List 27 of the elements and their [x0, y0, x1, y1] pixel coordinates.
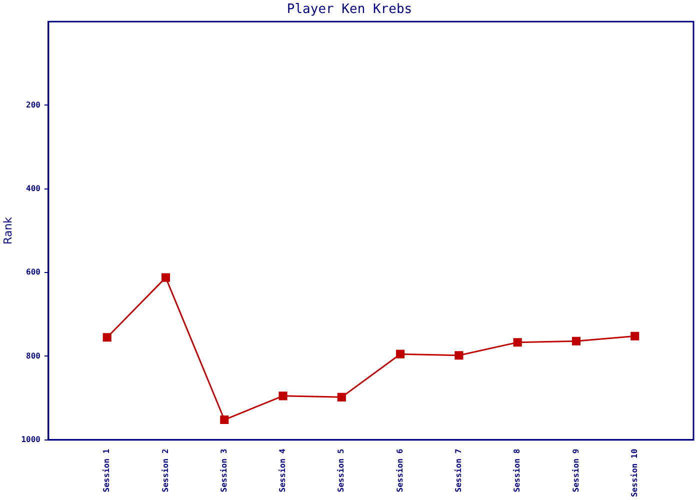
point: [337, 392, 346, 402]
point: [396, 350, 405, 358]
x-tick-label: Session 10: [630, 448, 639, 498]
y-tick-label: 800: [26, 351, 41, 360]
x-tick-label: Session 9: [571, 448, 580, 492]
point: [572, 336, 581, 346]
y-tick-label: 1000: [21, 434, 41, 444]
point: [220, 415, 229, 424]
y-tick-label: 200: [26, 100, 41, 110]
point: [513, 338, 522, 347]
point: [454, 351, 464, 360]
x-tick-label: Session 1: [102, 448, 112, 492]
x-tick-label: Session 3: [219, 448, 228, 492]
point: [102, 333, 112, 342]
x-tick-label: Session 5: [336, 448, 346, 492]
point: [161, 273, 170, 282]
x-tick-label: Session 4: [278, 448, 288, 492]
x-tick-label: Session 7: [454, 448, 464, 492]
point: [630, 332, 640, 340]
x-tick-label: Session 2: [160, 448, 170, 492]
x-tick-label: Session 8: [512, 448, 522, 492]
y-axis-title: Rank: [1, 216, 14, 244]
y-tick-label: 600: [26, 268, 41, 277]
y-tick-label: 400: [26, 184, 41, 193]
x-tick-label: Session 6: [395, 448, 404, 492]
chart-title: Player Ken Krebs: [286, 2, 412, 18]
point: [278, 392, 288, 400]
